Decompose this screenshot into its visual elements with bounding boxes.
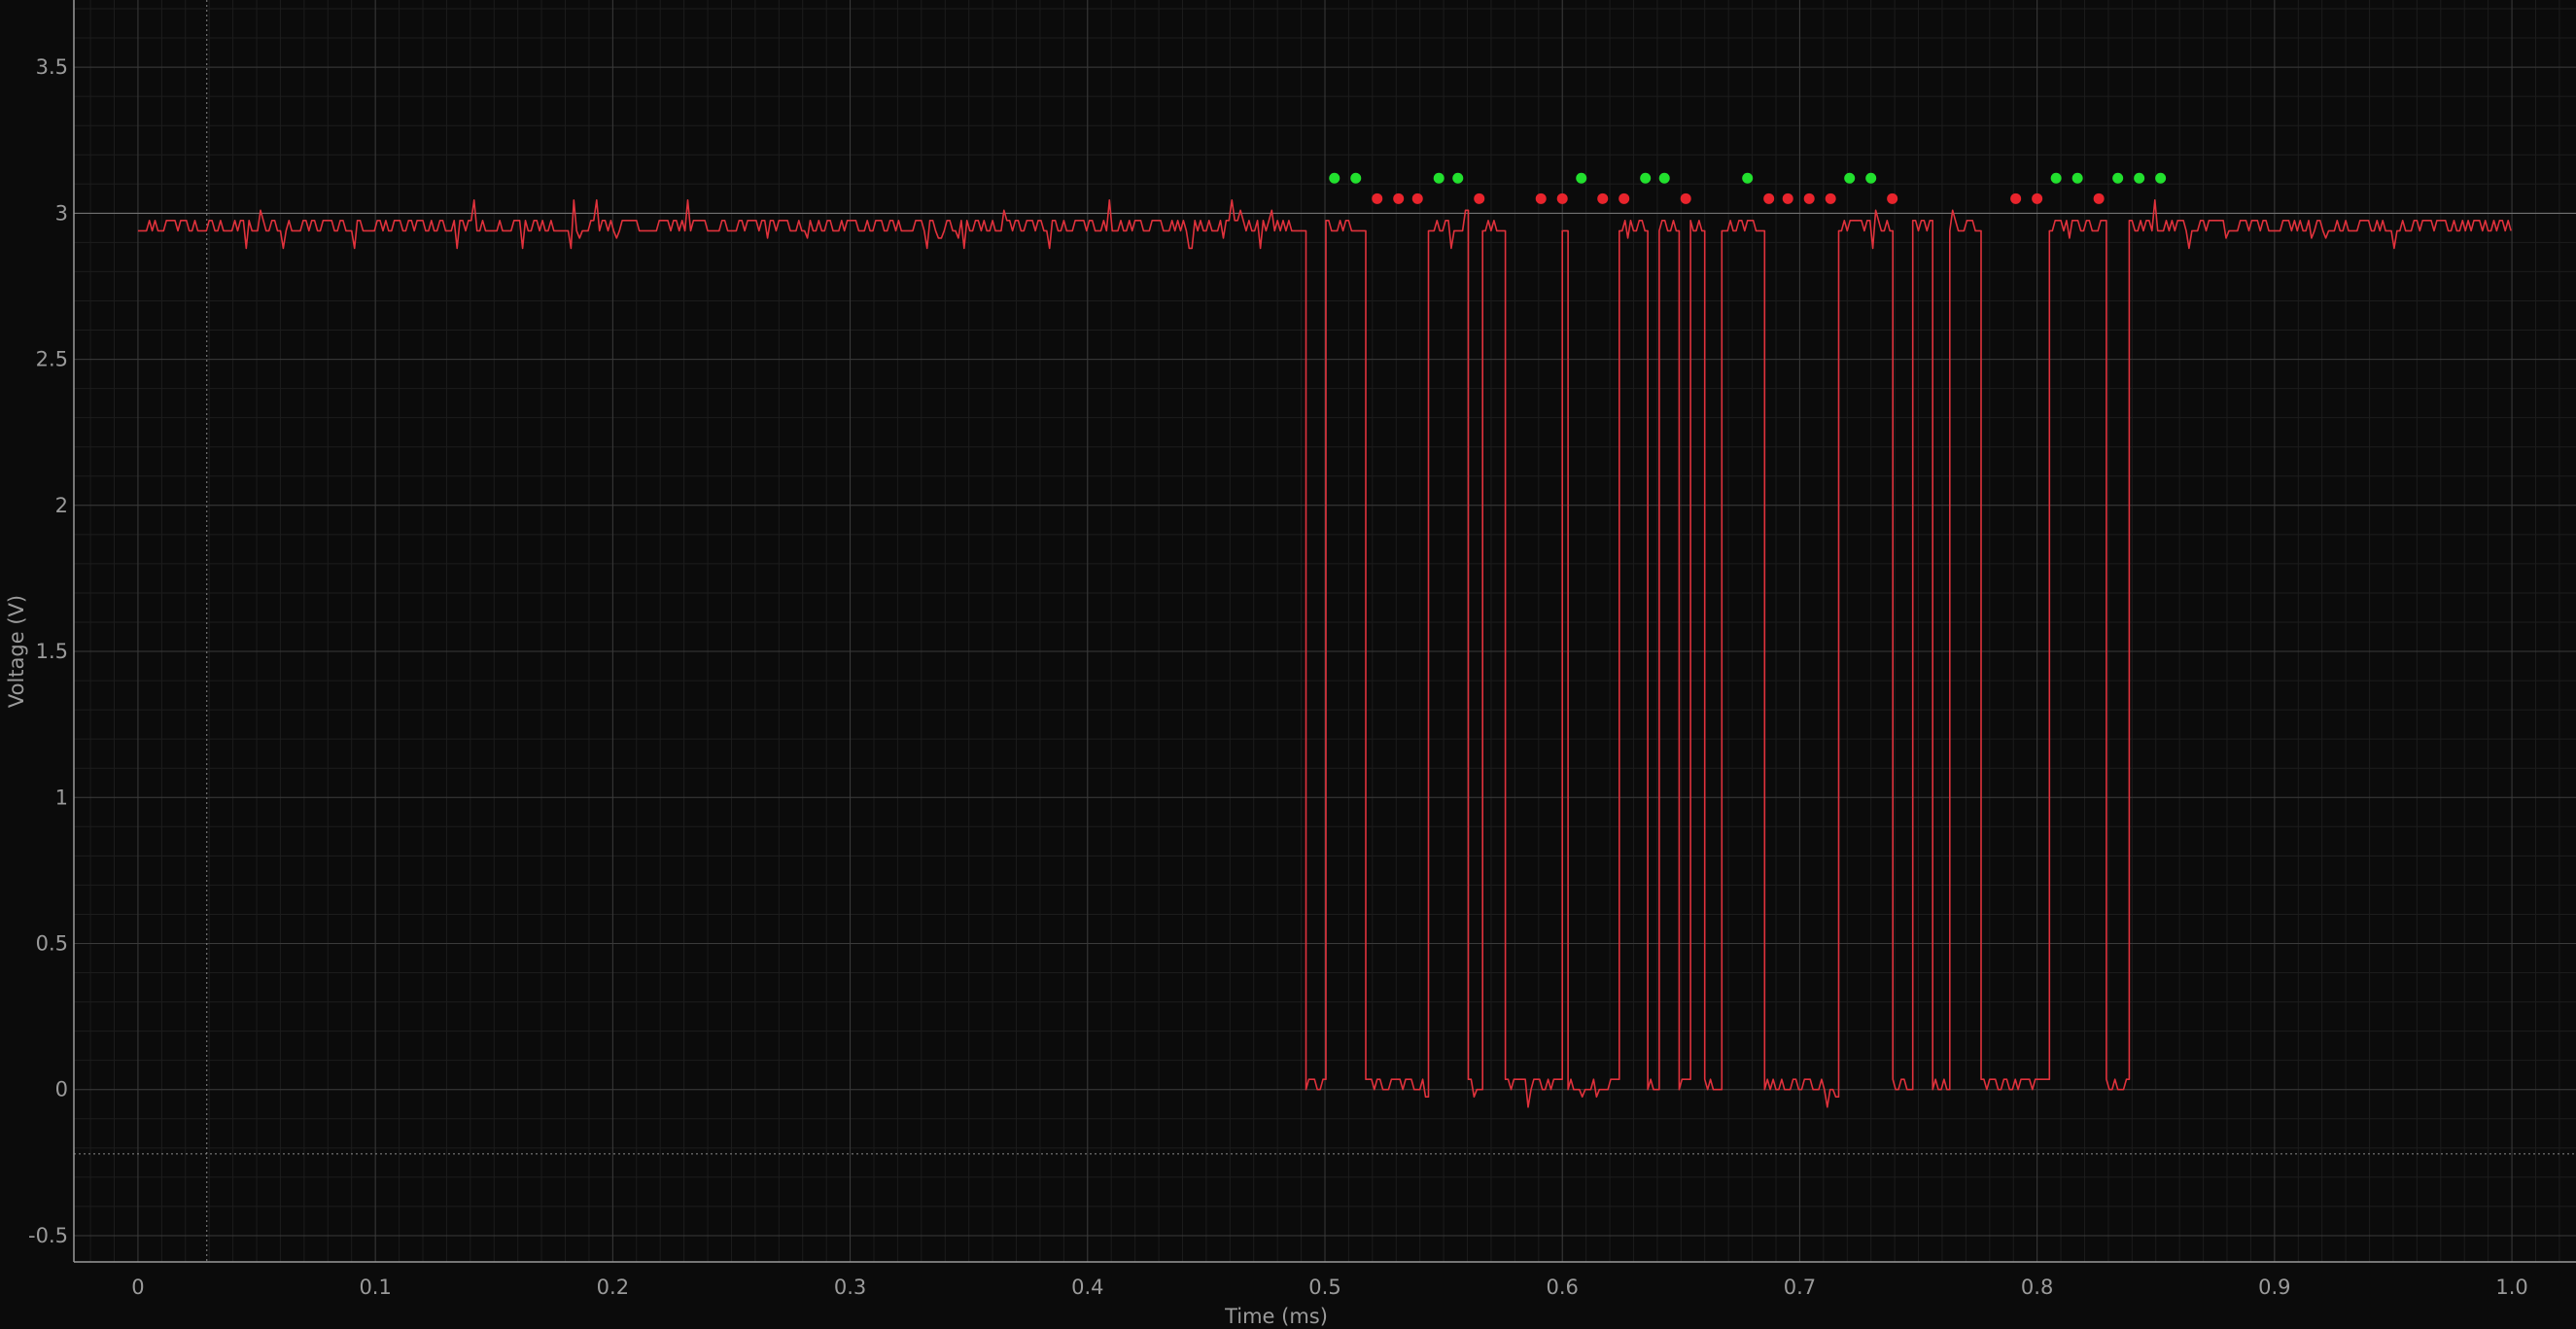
bit-marker-low (1556, 192, 1568, 204)
x-tick-label: 0.4 (1071, 1276, 1103, 1299)
x-tick-label: 0.2 (597, 1276, 629, 1299)
x-tick-label: 0.9 (2258, 1276, 2290, 1299)
x-tick-label: 0.1 (359, 1276, 391, 1299)
bit-marker-high (1329, 172, 1340, 184)
plot-axes (73, 0, 2576, 1263)
y-tick-label: 0 (55, 1078, 68, 1102)
decoded-bit-markers (1329, 172, 2167, 204)
bit-marker-high (1640, 172, 1652, 184)
bit-marker-high (1452, 172, 1464, 184)
y-tick-label: -0.5 (28, 1224, 68, 1247)
y-tick-label: 3 (55, 201, 68, 225)
bit-marker-low (1680, 192, 1691, 204)
bit-marker-high (1865, 172, 1877, 184)
major-grid (74, 0, 2576, 1262)
bit-marker-low (2010, 192, 2022, 204)
bit-marker-high (1433, 172, 1445, 184)
x-axis-title: Time (ms) (1224, 1305, 1328, 1328)
bit-marker-low (1393, 192, 1405, 204)
y-tick-label: 2.5 (36, 348, 68, 371)
bit-marker-low (1887, 192, 1898, 204)
y-tick-label: 1 (55, 786, 68, 809)
bit-marker-high (1658, 172, 1670, 184)
bit-marker-low (1474, 192, 1485, 204)
y-axis-tick-labels: -0.5 0 0.5 1 1.5 2 2.5 3 3.5 (28, 55, 68, 1247)
bit-marker-low (1411, 192, 1423, 204)
bit-marker-low (2093, 192, 2105, 204)
bit-marker-low (1803, 192, 1815, 204)
bit-marker-high (2112, 172, 2124, 184)
x-tick-label: 1.0 (2495, 1276, 2527, 1299)
y-axis-title: Voltage (V) (5, 595, 28, 708)
bit-marker-high (2134, 172, 2145, 184)
x-tick-label: 0.5 (1308, 1276, 1340, 1299)
x-tick-label: 0.7 (1784, 1276, 1816, 1299)
bit-marker-high (2155, 172, 2167, 184)
bit-marker-low (1825, 192, 1836, 204)
bit-marker-high (2071, 172, 2083, 184)
y-tick-label: 2 (55, 494, 68, 517)
bit-marker-high (1844, 172, 1856, 184)
bit-marker-high (2050, 172, 2062, 184)
bit-marker-low (2032, 192, 2043, 204)
y-tick-label: 1.5 (36, 640, 68, 663)
x-tick-label: 0 (131, 1276, 144, 1299)
y-tick-label: 3.5 (36, 55, 68, 79)
bit-marker-high (1576, 172, 1587, 184)
y-tick-label: 0.5 (36, 931, 68, 955)
bit-marker-low (1619, 192, 1630, 204)
bit-marker-low (1535, 192, 1547, 204)
bit-marker-low (1372, 192, 1383, 204)
x-tick-label: 0.6 (1547, 1276, 1579, 1299)
bit-marker-high (1742, 172, 1754, 184)
bit-marker-high (1350, 172, 1362, 184)
x-axis-tick-labels: 0 0.1 0.2 0.3 0.4 0.5 0.6 0.7 0.8 0.9 1.0 (131, 1276, 2528, 1299)
x-tick-label: 0.3 (834, 1276, 866, 1299)
bit-marker-low (1782, 192, 1793, 204)
bit-marker-low (1763, 192, 1775, 204)
x-tick-label: 0.8 (2021, 1276, 2053, 1299)
signal-trace (137, 199, 2512, 1108)
bit-marker-low (1597, 192, 1609, 204)
